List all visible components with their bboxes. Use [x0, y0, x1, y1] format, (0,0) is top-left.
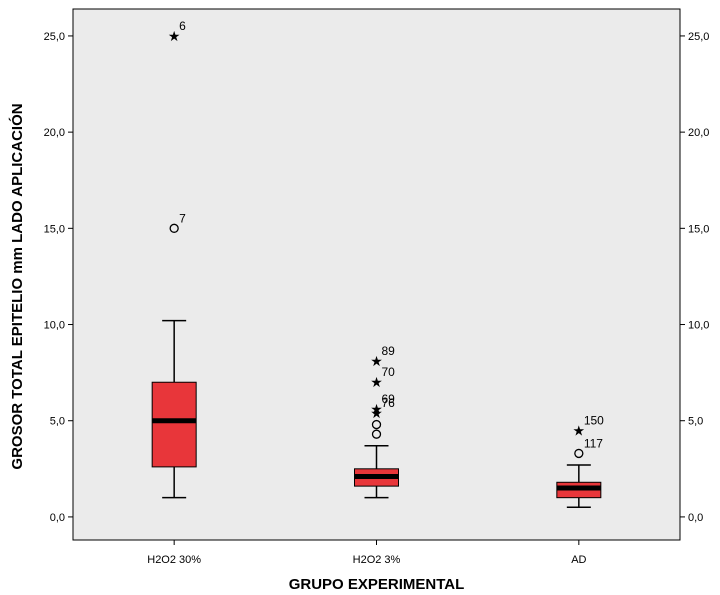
- outlier-label: 6: [179, 19, 186, 33]
- x-tick-label: H2O2 3%: [353, 554, 401, 566]
- outlier-label: 69: [382, 392, 396, 406]
- y-tick-label-left: 25,0: [44, 31, 65, 43]
- extreme-marker: ★: [370, 402, 383, 418]
- outlier-label: 89: [382, 344, 396, 358]
- y-axis-title: GROSOR TOTAL EPITELIO mm LADO APLICACIÓN: [8, 103, 26, 469]
- extreme-marker: ★: [168, 29, 181, 45]
- y-tick-label-right: 15,0: [688, 223, 709, 235]
- y-tick-label-right: 20,0: [688, 127, 709, 139]
- outlier-marker: [371, 429, 382, 439]
- box-1: ★89★70★69★76: [354, 344, 399, 499]
- outlier-label: 7: [179, 211, 186, 225]
- y-tick-label-right: 0,0: [688, 512, 703, 524]
- left-axis: 0,0 5,0 10,0 15,0 20,0 25,0: [44, 31, 73, 524]
- right-axis: 0,0 5,0 10,0 15,0 20,0 25,0: [680, 31, 709, 524]
- extreme-marker: ★: [370, 375, 383, 391]
- x-tick-label: AD: [571, 554, 586, 566]
- outlier-label: 76: [382, 396, 396, 410]
- category-axis: H2O2 30% H2O2 3% AD: [147, 540, 587, 566]
- y-tick-label-right: 25,0: [688, 31, 709, 43]
- outlier-marker: [371, 419, 382, 430]
- y-tick-label-left: 10,0: [44, 320, 65, 332]
- y-tick-label-right: 10,0: [688, 320, 709, 332]
- extreme-marker: ★: [370, 406, 383, 422]
- outlier-marker: [169, 223, 179, 233]
- x-axis-title: GRUPO EXPERIMENTAL: [289, 576, 465, 593]
- extreme-marker: ★: [573, 423, 586, 439]
- y-tick-label-left: 15,0: [44, 223, 65, 235]
- x-tick-label: H2O2 30%: [147, 554, 201, 566]
- y-tick-label-left: 5,0: [50, 416, 65, 428]
- box-2: ★150 117: [556, 413, 604, 509]
- extreme-marker: ★: [370, 354, 383, 370]
- y-tick-label-left: 0,0: [50, 512, 65, 524]
- outlier-label: 150: [584, 413, 604, 427]
- y-tick-label-left: 20,0: [44, 127, 65, 139]
- box-0: ★6 7: [151, 19, 197, 499]
- box-iqr: [151, 381, 197, 468]
- outlier-label: 70: [382, 365, 396, 379]
- outlier-label: 117: [584, 436, 603, 450]
- y-tick-label-right: 5,0: [688, 416, 703, 428]
- outlier-marker: [574, 448, 584, 459]
